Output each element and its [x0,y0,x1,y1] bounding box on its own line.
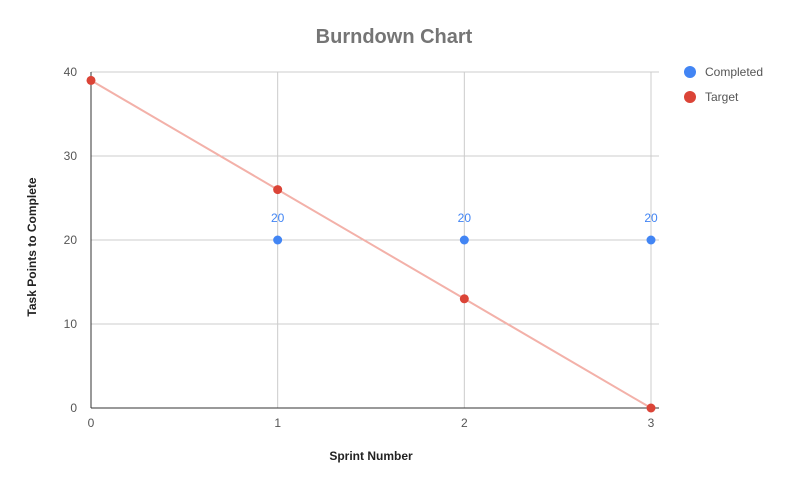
grid [91,71,659,408]
x-tick-label: 3 [648,416,655,430]
x-tick-label: 2 [461,416,468,430]
axes [90,72,659,409]
y-tick-label: 0 [70,401,77,415]
x-tick-label: 1 [274,416,281,430]
legend-marker-target [684,91,696,103]
x-tick-label: 0 [88,416,95,430]
target-point [86,75,96,85]
data-labels: 20 20 20 [271,211,658,225]
legend-marker-completed [684,66,696,78]
completed-point [459,235,469,245]
legend-item-completed[interactable]: Completed [684,65,763,79]
target-trendline [90,79,652,409]
chart-title: Burndown Chart [316,26,473,48]
target-point [459,294,469,304]
completed-data-label: 20 [644,211,658,225]
completed-data-label: 20 [271,211,285,225]
x-tick-labels: 0 1 2 3 [88,416,655,430]
y-tick-label: 40 [64,65,78,79]
y-tick-label: 30 [64,149,78,163]
completed-point [646,235,656,245]
target-trendline [90,79,652,409]
y-tick-labels: 0 10 20 30 40 [64,65,78,415]
x-axis-title: Sprint Number [329,449,413,463]
y-tick-label: 20 [64,233,78,247]
y-tick-label: 10 [64,317,78,331]
completed-point [273,235,283,245]
data-points [86,75,656,413]
legend-item-target[interactable]: Target [684,90,739,104]
legend[interactable]: Completed Target [684,65,763,104]
legend-label-target: Target [705,90,739,104]
legend-label-completed: Completed [705,65,763,79]
target-point [273,185,283,195]
completed-data-label: 20 [458,211,472,225]
y-axis-title: Task Points to Complete [25,177,39,316]
target-point [646,403,656,413]
